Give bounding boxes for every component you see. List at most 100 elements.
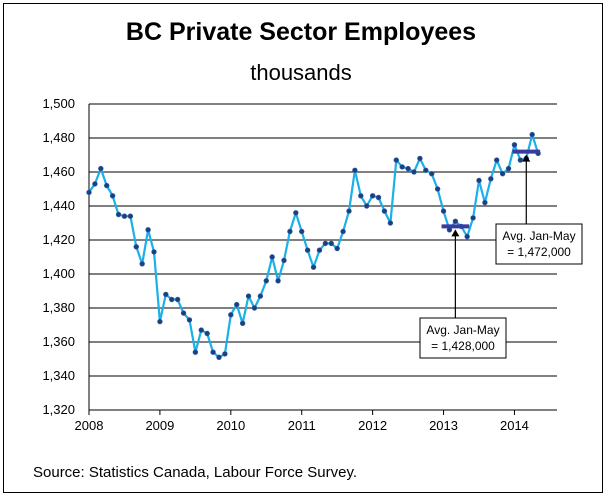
data-point — [352, 167, 358, 174]
data-point — [186, 317, 193, 323]
y-tick-label: 1,400 — [42, 266, 75, 281]
data-point — [346, 208, 352, 214]
x-tick-label: 2013 — [429, 418, 458, 433]
data-point — [198, 327, 204, 333]
data-point — [109, 193, 116, 199]
data-point — [358, 193, 364, 199]
data-point — [529, 131, 535, 138]
y-tick-label: 1,480 — [42, 130, 75, 145]
data-point — [180, 310, 187, 316]
data-point — [328, 240, 334, 247]
data-point — [304, 247, 311, 253]
data-point — [216, 354, 222, 360]
data-point — [234, 301, 240, 308]
line-chart: 1,320 1,340 1,360 1,380 1,400 1,420 1,440 1,460… — [42, 96, 583, 433]
x-tick-label: 2010 — [216, 418, 245, 433]
data-point — [393, 157, 399, 163]
data-point — [334, 245, 340, 252]
data-point — [222, 351, 228, 357]
data-point — [434, 186, 441, 192]
y-tick-label: 1,460 — [42, 164, 75, 179]
y-tick-label: 1,420 — [42, 232, 75, 247]
data-point — [228, 312, 234, 318]
data-point — [263, 278, 269, 284]
data-point — [133, 244, 139, 250]
data-point — [494, 157, 500, 163]
data-point — [417, 155, 423, 162]
data-point — [505, 165, 512, 172]
data-point — [488, 176, 494, 182]
data-point — [499, 171, 506, 177]
data-point — [98, 165, 104, 172]
x-tick-label: 2012 — [358, 418, 387, 433]
data-point — [440, 208, 447, 214]
data-point — [204, 330, 210, 337]
annotation-box — [419, 317, 507, 359]
data-point — [517, 157, 524, 163]
data-point — [429, 171, 435, 177]
data-point — [482, 199, 488, 206]
data-point — [387, 220, 394, 226]
x-tick-label: 2008 — [75, 418, 104, 433]
data-point — [299, 228, 305, 235]
data-point — [369, 193, 376, 199]
data-point — [281, 257, 287, 264]
x-tick-label: 2011 — [288, 418, 316, 433]
data-point — [145, 227, 151, 233]
y-tick-label: 1,500 — [42, 96, 75, 111]
data-point — [452, 218, 459, 225]
annotation-value: = 1,472,000 — [507, 245, 571, 259]
data-point — [423, 167, 429, 174]
data-point — [139, 261, 145, 267]
annotation-label: Avg. Jan-May — [426, 323, 499, 337]
data-point — [163, 291, 169, 298]
data-point — [287, 228, 293, 235]
annotation-arrow-head — [451, 229, 460, 237]
data-point — [245, 293, 252, 299]
y-tick-label: 1,360 — [42, 334, 75, 349]
data-point — [239, 320, 246, 326]
data-point — [169, 296, 175, 303]
annotation-box — [495, 223, 583, 265]
x-tick-label: 2014 — [500, 418, 529, 433]
data-point — [275, 278, 281, 284]
data-point — [411, 169, 417, 175]
annotation-value: = 1,428,000 — [431, 339, 495, 353]
x-tick-label: 2009 — [145, 418, 174, 433]
y-tick-label: 1,320 — [42, 402, 75, 417]
data-point — [322, 240, 329, 247]
data-point — [310, 264, 317, 270]
annotation-label: Avg. Jan-May — [502, 229, 575, 243]
annotation-arrow-head — [522, 154, 531, 162]
data-point — [470, 215, 476, 221]
data-point — [192, 349, 199, 355]
data-point — [316, 247, 323, 253]
data-point — [127, 213, 134, 219]
chart-title: BC Private Sector Employees — [125, 18, 477, 46]
data-point — [174, 296, 181, 303]
data-point — [340, 228, 346, 235]
data-point — [104, 182, 110, 189]
data-point — [115, 211, 122, 218]
data-point — [151, 249, 157, 255]
data-point — [210, 349, 216, 355]
data-point — [121, 213, 128, 219]
chart-subtitle: thousands — [250, 60, 352, 85]
data-point — [476, 177, 482, 184]
data-point — [157, 318, 163, 325]
data-point — [92, 181, 98, 187]
data-point — [293, 210, 299, 216]
data-point — [381, 208, 388, 214]
y-tick-label: 1,440 — [42, 198, 75, 213]
data-point — [257, 293, 264, 299]
data-point — [464, 233, 470, 240]
data-point — [511, 142, 518, 148]
data-point — [251, 305, 258, 311]
data-point — [405, 165, 411, 172]
data-point — [86, 189, 92, 196]
y-tick-label: 1,380 — [42, 300, 75, 315]
data-point — [364, 203, 370, 209]
data-point — [375, 194, 382, 201]
data-point — [399, 164, 405, 170]
source-note: Source: Statistics Canada, Labour Force … — [33, 464, 358, 481]
